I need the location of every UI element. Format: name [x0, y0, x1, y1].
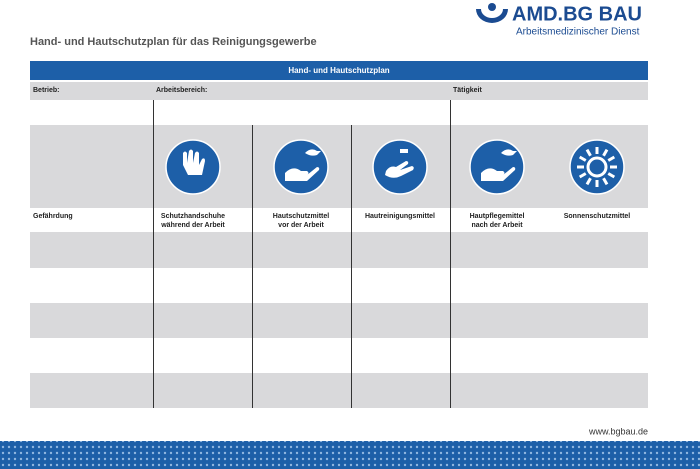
- column-label: vor der Arbeit: [278, 222, 324, 229]
- row-label: Gefährdung: [33, 213, 73, 220]
- row: [30, 303, 648, 338]
- page-title: Hand- und Hautschutzplan für das Reinigu…: [30, 36, 317, 48]
- table-header: Hand- und Hautschutzplan: [288, 66, 389, 75]
- footer-band: [0, 441, 700, 469]
- row: [30, 125, 648, 208]
- icon-glyph: [285, 149, 321, 181]
- icon-glyph: [481, 149, 517, 181]
- table-header-bar: [30, 61, 648, 80]
- icon: [273, 139, 329, 195]
- icon: [569, 139, 625, 195]
- column-label: Sonnenschutzmittel: [564, 213, 631, 220]
- icon-glyph: [385, 149, 414, 178]
- column-label: während der Arbeit: [160, 222, 225, 229]
- row: [30, 232, 648, 268]
- logo-subtitle: Arbeitsmedizinischer Dienst: [516, 27, 640, 38]
- icon-glyph: [602, 148, 609, 157]
- icon: [469, 139, 525, 195]
- logo: AMD.BG BAU Arbeitsmedizinischer Dienst: [476, 3, 642, 38]
- row: [30, 373, 648, 408]
- icon-glyph: [607, 155, 616, 162]
- column-label: Schutzhandschuhe: [161, 213, 225, 220]
- field-label: Arbeitsbereich:: [156, 87, 207, 94]
- row: [30, 82, 648, 100]
- columns: Schutzhandschuhe während der Arbeit Hautsc…: [160, 139, 631, 229]
- icon-glyph: [585, 148, 592, 157]
- icon-glyph: [602, 177, 609, 186]
- icon-glyph: [578, 155, 587, 162]
- column-label: Hautschutzmittel: [273, 213, 329, 220]
- icon-glyph: [607, 172, 616, 179]
- footer-url: www.bgbau.de: [588, 426, 648, 436]
- icon-glyph: [585, 177, 592, 186]
- icon-glyph: [586, 156, 608, 178]
- field-label: Tätigkeit: [453, 87, 482, 94]
- icon-glyph: [578, 172, 587, 179]
- field-label: Betrieb:: [33, 87, 59, 94]
- column-label: Hautpflegemittel: [470, 213, 525, 220]
- logo-name: AMD.BG BAU: [512, 3, 642, 25]
- column-label: Hautreinigungsmittel: [365, 213, 435, 220]
- column-label: nach der Arbeit: [471, 222, 523, 229]
- icon-glyph: [183, 149, 205, 175]
